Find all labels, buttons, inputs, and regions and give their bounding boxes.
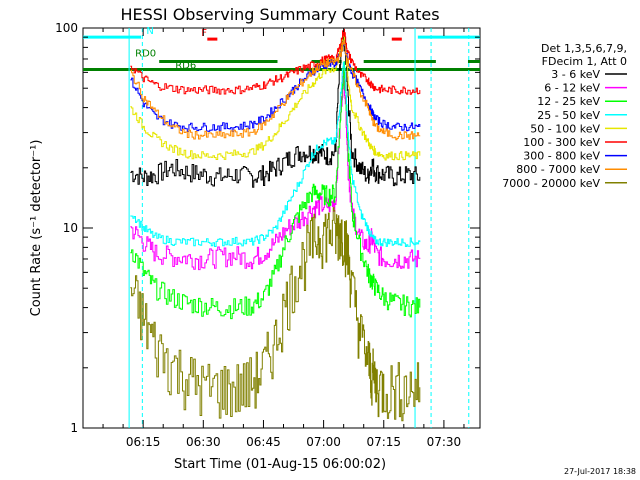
x-tick-label-2: 06:45 xyxy=(246,435,281,449)
legend-label-1: 6 - 12 keV xyxy=(544,82,600,95)
series-line-0 xyxy=(130,33,421,188)
x-tick-label-3: 07:00 xyxy=(306,435,341,449)
legend-label-4: 50 - 100 keV xyxy=(530,122,600,135)
x-tick-label-4: 07:15 xyxy=(366,435,401,449)
legend-label-3: 25 - 50 keV xyxy=(537,109,600,122)
flag-label-rd6: RD6 xyxy=(175,61,196,72)
axes-layer: 06:15 06:30 06:45 07:00 07:15 07:30 1 10 100 xyxy=(55,21,480,449)
legend-label-0: 3 - 6 keV xyxy=(551,68,600,81)
x-tick-label-5: 07:30 xyxy=(427,435,462,449)
x-axis-label: Start Time (01-Aug-15 06:00:02) xyxy=(174,457,386,472)
flag-label-f: F xyxy=(201,28,207,39)
y-tick-label-2: 100 xyxy=(55,21,78,35)
flag-label-rd0: RD0 xyxy=(135,48,156,59)
legend-label-8: 7000 - 20000 keV xyxy=(502,177,600,190)
series-line-4 xyxy=(130,32,421,161)
legend-header-line-1: Det 1,3,5,6,7,9, xyxy=(541,42,627,55)
chart-title: HESSI Observing Summary Count Rates xyxy=(120,5,439,24)
legend-label-6: 300 - 800 keV xyxy=(523,150,600,163)
series-line-6 xyxy=(130,40,421,132)
legend-label-2: 12 - 25 keV xyxy=(537,95,600,108)
series-line-7 xyxy=(130,39,421,141)
series-line-5 xyxy=(130,28,421,95)
series-line-8 xyxy=(130,207,421,422)
y-tick-label-0: 1 xyxy=(70,421,78,435)
y-axis-label: Count Rate (s⁻¹ detector⁻¹) xyxy=(29,140,44,317)
footer-date: 27-Jul-2017 18:38 xyxy=(564,467,636,476)
x-tick-label-0: 06:15 xyxy=(126,435,161,449)
x-tick-label-1: 06:30 xyxy=(186,435,221,449)
series-line-3 xyxy=(130,61,421,247)
flag-label-n: N xyxy=(146,26,153,37)
y-tick-label-1: 10 xyxy=(63,221,78,235)
series-layer xyxy=(130,28,421,422)
legend-label-7: 800 - 7000 keV xyxy=(516,163,600,176)
flags-layer: N F RD0 RD6 xyxy=(83,26,480,72)
legend: Det 1,3,5,6,7,9, FDecim 1, Att 0 3 - 6 k… xyxy=(502,42,627,190)
legend-label-5: 100 - 300 keV xyxy=(523,136,600,149)
series-line-2 xyxy=(130,61,421,320)
legend-header-line-2: FDecim 1, Att 0 xyxy=(542,55,627,68)
